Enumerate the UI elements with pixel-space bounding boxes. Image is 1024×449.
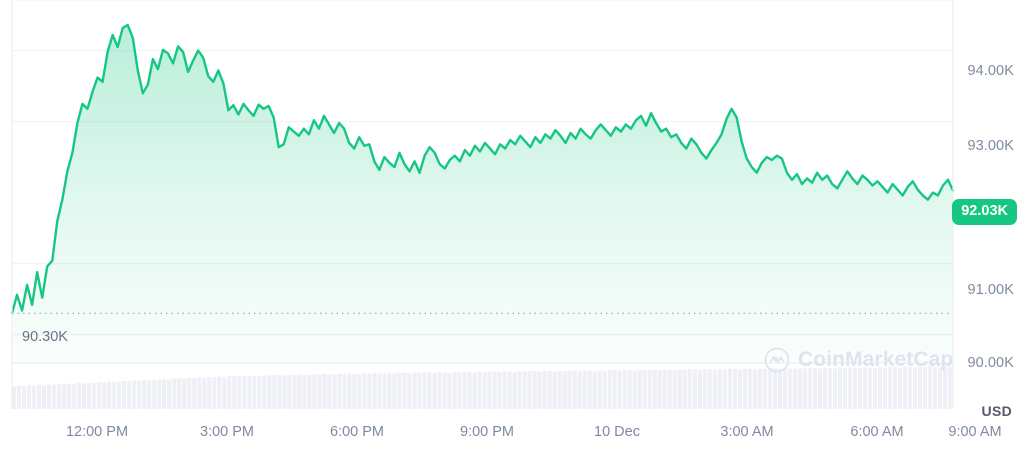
low-reference-label: 90.30K [22,329,68,345]
currency-label: USD [981,403,1012,419]
price-line [10,23,955,315]
current-price-badge[interactable]: 92.03K [952,199,1017,225]
price-area-fill [12,25,953,363]
volume-bars [12,366,953,409]
